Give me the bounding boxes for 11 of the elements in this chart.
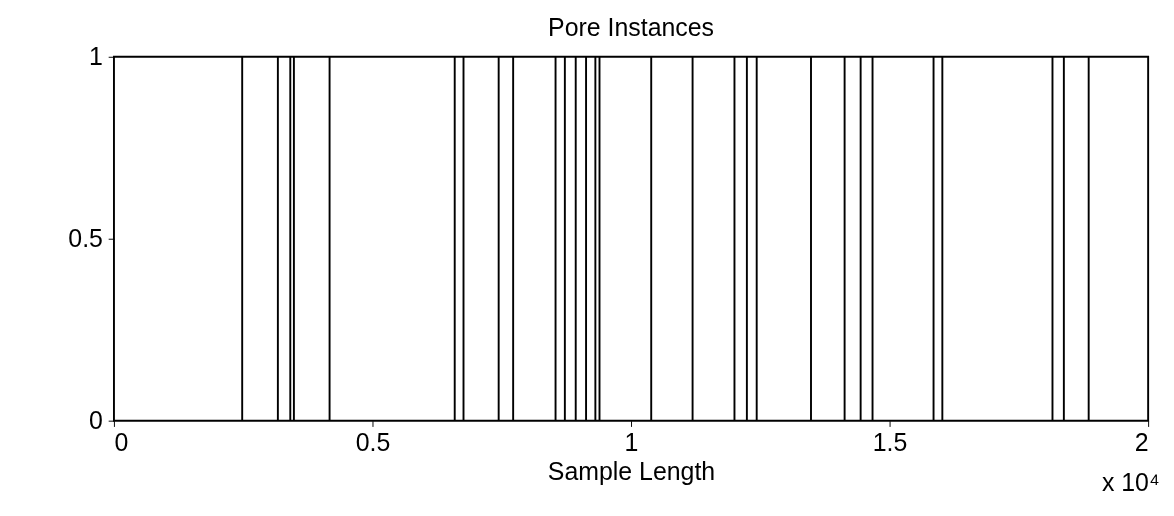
y-tick-label: 1 — [89, 41, 103, 70]
x-tick-label: 1 — [624, 427, 639, 456]
x-tick-label: 2 — [1134, 427, 1149, 456]
chart-title: Pore Instances — [548, 12, 715, 41]
x-tick-label: 0 — [114, 427, 129, 456]
text: x 10⁴ — [1101, 467, 1160, 496]
x-tick-label: 0.5 — [355, 427, 391, 456]
x-tick-label: 1.5 — [872, 427, 908, 456]
y-tick-label: 0 — [89, 405, 103, 434]
x-axis-title: Sample Length — [547, 456, 716, 485]
y-tick-label: 0.5 — [68, 223, 103, 252]
